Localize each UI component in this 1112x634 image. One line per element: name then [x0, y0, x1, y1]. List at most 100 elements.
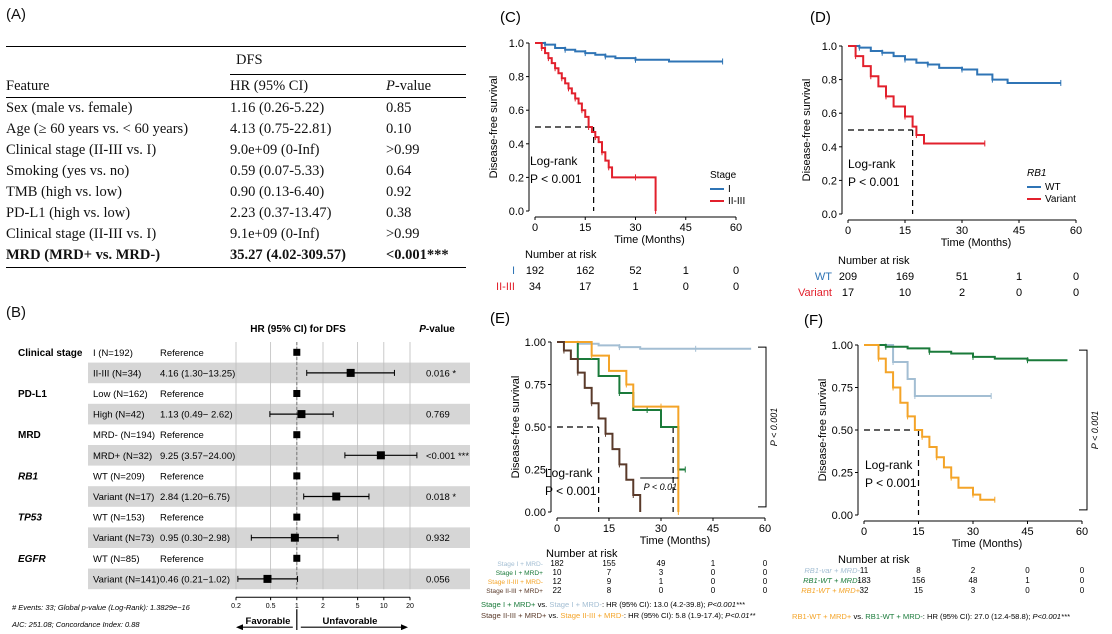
km-curve-rb1-var-mrd-: [864, 344, 992, 397]
forest-level-label: Variant (N=17): [93, 492, 154, 503]
forest-level-label: WT (N=153): [93, 513, 145, 524]
risk-title: Number at risk: [838, 255, 910, 267]
forest-group-label: MRD: [18, 430, 41, 441]
favorable-arrowhead: [236, 624, 243, 630]
forest-level-label: WT (N=85): [93, 554, 140, 565]
legend-title: Stage: [710, 170, 737, 181]
risk-value: 169: [896, 271, 914, 283]
cell-hr: 2.23 (0.37-13.47): [230, 205, 332, 221]
table-row: Smoking (yes vs. no) 0.59 (0.07-5.33) 0.64: [6, 163, 466, 184]
risk-row-label: RB1-WT + MRD+: [801, 586, 860, 595]
forest-point: [332, 492, 341, 501]
cell-hr: 0.59 (0.07-5.33): [230, 163, 325, 179]
risk-value: 209: [839, 271, 857, 283]
forest-row-shade: [88, 445, 470, 466]
risk-row-label: I: [512, 265, 515, 277]
risk-row-label: Stage II-III + MRD+: [486, 588, 543, 595]
comparison-note: Stage II-III + MRD+ vs. Stage II-III + M…: [481, 611, 756, 620]
logrank-label: Log-rank: [848, 157, 896, 171]
x-axis-label: Time (Months): [941, 237, 1012, 249]
risk-value: 2: [959, 287, 965, 299]
risk-value: 49: [657, 559, 666, 568]
y-axis-label: Disease-free survival: [510, 376, 522, 479]
km-curve-i: [535, 42, 723, 63]
forest-pvalue-header: P-value: [419, 324, 455, 335]
x-tick-label: 60: [759, 523, 771, 535]
legend-label: I: [728, 184, 731, 195]
forest-x-tick-label: 0.2: [231, 603, 241, 610]
y-axis-label: Disease-free survival: [817, 379, 829, 482]
risk-value: 0: [763, 568, 768, 577]
forest-hr-text: 0.95 (0.30−2.98): [160, 533, 230, 544]
y-tick-label: 0.75: [832, 383, 853, 395]
forest-point: [263, 574, 272, 583]
y-tick-label: 0.25: [832, 468, 853, 480]
risk-value: 11: [860, 566, 869, 575]
forest-x-tick-label: 20: [406, 603, 414, 610]
risk-value: 8: [916, 566, 921, 575]
x-tick-label: 15: [899, 225, 911, 237]
cell-hr: 1.16 (0.26-5.22): [230, 100, 325, 116]
forest-p-text: <0.001 ***: [426, 451, 469, 462]
forest-point: [290, 533, 299, 542]
y-tick-label: 0.6: [822, 108, 837, 120]
comparison-note: Stage I + MRD+ vs. Stage I + MRD-: HR (9…: [481, 600, 746, 609]
logrank-pvalue: P < 0.001: [530, 172, 582, 186]
forest-point: [293, 390, 301, 397]
km-plot-c: (C) 0.0 0.2 0.4 0.6 0.8 1.0 0 15 30 45 60 Time (Mont…: [488, 9, 745, 293]
forest-p-text: 0.932: [426, 533, 450, 544]
risk-row-label: RB1-var + MRD-: [804, 566, 860, 575]
risk-value: 9: [607, 577, 612, 586]
forest-level-label: II-III (N=34): [93, 368, 141, 379]
cell-feature: Smoking (yes vs. no): [6, 163, 130, 179]
risk-value: 0: [659, 586, 664, 595]
km-curve-ii-iii: [535, 42, 657, 211]
forest-p-text: 0.769: [426, 410, 450, 421]
x-tick-label: 30: [655, 523, 667, 535]
risk-value: 12: [553, 577, 562, 586]
risk-value: 32: [860, 586, 869, 595]
forest-x-tick-label: 1: [295, 603, 299, 610]
x-tick-label: 30: [967, 526, 979, 538]
forest-x-tick-label: 2: [321, 603, 325, 610]
forest-point: [293, 431, 301, 439]
km-plot-d: (D) 0.0 0.2 0.4 0.6 0.8 1.0 0 15 30 45 60 Time (Mont…: [798, 9, 1082, 299]
forest-point: [297, 410, 306, 419]
y-tick-label: 0.4: [509, 139, 524, 151]
col-hr: HR (95% CI): [230, 78, 309, 94]
x-tick-label: 60: [730, 222, 742, 234]
panel-label: (D): [810, 9, 831, 26]
risk-title: Number at risk: [838, 554, 910, 566]
panel-label: (E): [490, 310, 510, 327]
forest-hr-text: Reference: [160, 471, 204, 482]
logrank-pvalue: P < 0.001: [545, 484, 597, 498]
cell-pvalue: 0.64: [386, 163, 412, 179]
y-tick-label: 0.8: [509, 72, 524, 84]
cell-hr: 9.0e+09 (0-Inf): [230, 142, 320, 158]
risk-row-label: II-III: [496, 281, 515, 293]
risk-value: 0: [763, 577, 768, 586]
y-tick-label: 0.75: [525, 380, 546, 392]
risk-value: 52: [629, 265, 641, 277]
risk-value: 34: [529, 281, 541, 293]
logrank-label: Log-rank: [865, 458, 913, 472]
x-tick-label: 0: [554, 523, 560, 535]
x-tick-label: 15: [603, 523, 615, 535]
forest-row-shade: [88, 362, 470, 384]
x-tick-label: 60: [1076, 526, 1088, 538]
logrank-label: Log-rank: [545, 466, 593, 480]
table-header-row: Feature HR (95% CI) P-value: [6, 78, 466, 99]
risk-value: 15: [914, 586, 923, 595]
x-tick-label: 45: [1013, 225, 1025, 237]
cell-feature: Clinical stage (II-III vs. I): [6, 226, 157, 242]
legend-label: Variant: [1045, 194, 1076, 205]
risk-value: 0: [1025, 566, 1030, 575]
y-tick-label: 1.00: [832, 340, 853, 352]
risk-value: 10: [553, 568, 562, 577]
y-tick-label: 0.8: [822, 75, 837, 87]
forest-level-label: Variant (N=141): [93, 574, 160, 585]
risk-value: 0: [1016, 287, 1022, 299]
risk-value: 0: [1080, 566, 1085, 575]
x-tick-label: 0: [861, 526, 867, 538]
